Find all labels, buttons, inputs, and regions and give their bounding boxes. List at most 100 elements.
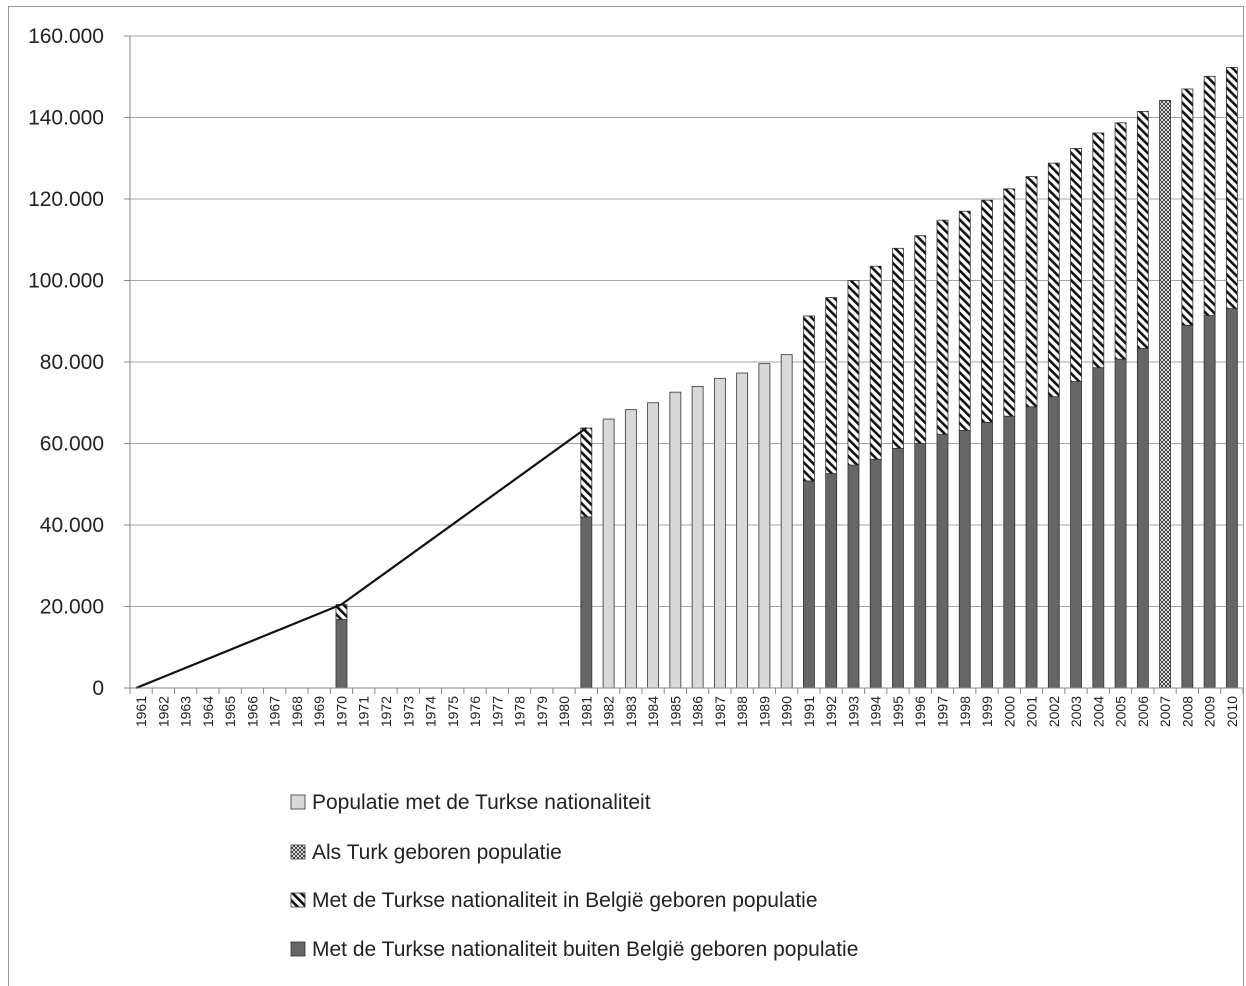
bar-2005-s2: [1114, 122, 1127, 360]
x-tick-label: 1981: [578, 696, 594, 727]
bar-1999-s3: [981, 421, 993, 689]
bar-2009-s3: [1203, 315, 1216, 689]
bar-1970-s3: [335, 619, 348, 689]
x-tick-label: 2001: [1024, 696, 1040, 727]
bar-1982-s0: [602, 418, 615, 689]
x-tick-label: 1965: [222, 696, 238, 727]
bar-1994-s3: [869, 458, 882, 689]
bar-1983-s0: [624, 409, 637, 689]
x-tick-label: 1983: [623, 696, 639, 727]
bars: [335, 66, 1238, 689]
bar-1992-s2: [825, 297, 838, 475]
bar-1981-s2: [580, 427, 593, 518]
y-tick-label: 60.000: [40, 433, 104, 456]
bar-2010-s3: [1225, 308, 1238, 689]
bar-1992-s3: [825, 473, 838, 689]
x-tick-label: 2007: [1157, 696, 1173, 727]
legend-label: Als Turk geboren populatie: [312, 841, 562, 864]
bar-1993-s3: [847, 464, 860, 689]
x-tick-label: 1970: [333, 696, 349, 727]
x-tick-label: 1996: [912, 696, 928, 727]
x-tick-label: 1977: [489, 696, 505, 727]
bar-1996-s2: [914, 235, 927, 444]
x-tick-label: 1973: [400, 696, 416, 727]
legend-swatch: [290, 844, 306, 860]
bar-2008-s2: [1181, 88, 1194, 326]
x-tick-label: 1966: [244, 696, 260, 727]
x-tick-label: 2010: [1224, 696, 1240, 727]
bar-1998-s2: [958, 210, 971, 431]
x-tick-label: 1985: [667, 696, 683, 727]
bar-1986-s0: [691, 386, 704, 689]
x-tick-label: 1969: [311, 696, 327, 727]
bar-2008-s3: [1181, 324, 1194, 689]
bar-2004-s3: [1092, 367, 1105, 689]
bar-2000-s3: [1003, 415, 1016, 689]
bar-1993-s2: [847, 280, 860, 466]
x-tick-label: 1971: [356, 696, 372, 727]
bar-1988-s0: [736, 372, 749, 689]
bar-1994-s2: [869, 265, 882, 460]
x-tick-label: 2000: [1001, 696, 1017, 727]
x-tick-label: 1990: [779, 696, 795, 727]
x-tick-label: 1964: [200, 696, 216, 727]
x-tick-label: 1962: [155, 696, 171, 727]
x-tick-label: 1988: [734, 696, 750, 727]
bar-2003-s3: [1070, 381, 1082, 689]
x-tick-label: 1980: [556, 696, 572, 727]
bar-1981-s3: [580, 516, 593, 689]
bar-1985-s0: [669, 391, 682, 689]
x-tick-label: 1986: [690, 696, 706, 727]
y-tick-label: 40.000: [40, 514, 104, 537]
bar-2001-s2: [1025, 176, 1038, 408]
bar-1998-s3: [958, 430, 971, 689]
y-tick-label: 160.000: [28, 25, 104, 48]
y-tick-label: 80.000: [40, 351, 104, 374]
x-tick-label: 1992: [823, 696, 839, 727]
y-axis-ticks: 0 20.000 40.000 60.000 80.000 100.000 120.000 1…: [28, 25, 104, 700]
x-tick-label: 2009: [1202, 696, 1218, 727]
x-tick-label: 1991: [801, 696, 817, 727]
x-tick-label: 2003: [1068, 696, 1084, 727]
bar-2000-s2: [1003, 188, 1016, 417]
x-tick-label: 1967: [267, 696, 283, 727]
bar-2002-s3: [1047, 396, 1060, 689]
y-tick-label: 120.000: [28, 188, 104, 211]
x-tick-label: 1963: [178, 696, 194, 727]
x-tick-label: 2004: [1090, 696, 1106, 727]
y-tick-label: 20.000: [40, 596, 104, 619]
bar-1995-s3: [892, 447, 904, 689]
bar-2003-s2: [1070, 148, 1082, 382]
x-tick-label: 1978: [512, 696, 528, 727]
bar-2006-s3: [1136, 348, 1149, 689]
x-tick-label: 1972: [378, 696, 394, 727]
bar-1989-s0: [758, 363, 771, 689]
x-tick-label: 1974: [423, 696, 439, 727]
x-tick-label: 1999: [979, 696, 995, 727]
x-tick-label: 1987: [712, 696, 728, 727]
bar-2005-s3: [1114, 358, 1127, 689]
bar-2009-s2: [1203, 75, 1216, 316]
bar-2002-s2: [1047, 162, 1060, 398]
trend-polyline: [135, 427, 587, 690]
legend-swatch: [290, 892, 306, 908]
x-tick-label: 2006: [1135, 696, 1151, 727]
x-tick-label: 1982: [601, 696, 617, 727]
legend-swatch: [290, 794, 306, 810]
x-tick-label: 1995: [890, 696, 906, 727]
x-tick-label: 1975: [445, 696, 461, 727]
trend-line: [135, 427, 587, 690]
legend-label: Met de Turkse nationaliteit buiten Belgi…: [312, 938, 858, 961]
x-tick-label: 1998: [957, 696, 973, 727]
bar-1996-s3: [914, 443, 927, 689]
x-tick-label: 1984: [645, 696, 661, 727]
bar-2006-s2: [1136, 110, 1149, 349]
axes: [124, 35, 1244, 694]
bar-1991-s3: [803, 480, 815, 689]
legend-label: Populatie met de Turkse nationaliteit: [312, 791, 651, 814]
bar-2001-s3: [1025, 406, 1038, 689]
bar-2010-s2: [1225, 66, 1238, 310]
x-tick-label: 1993: [845, 696, 861, 727]
bar-1987-s0: [713, 377, 726, 689]
